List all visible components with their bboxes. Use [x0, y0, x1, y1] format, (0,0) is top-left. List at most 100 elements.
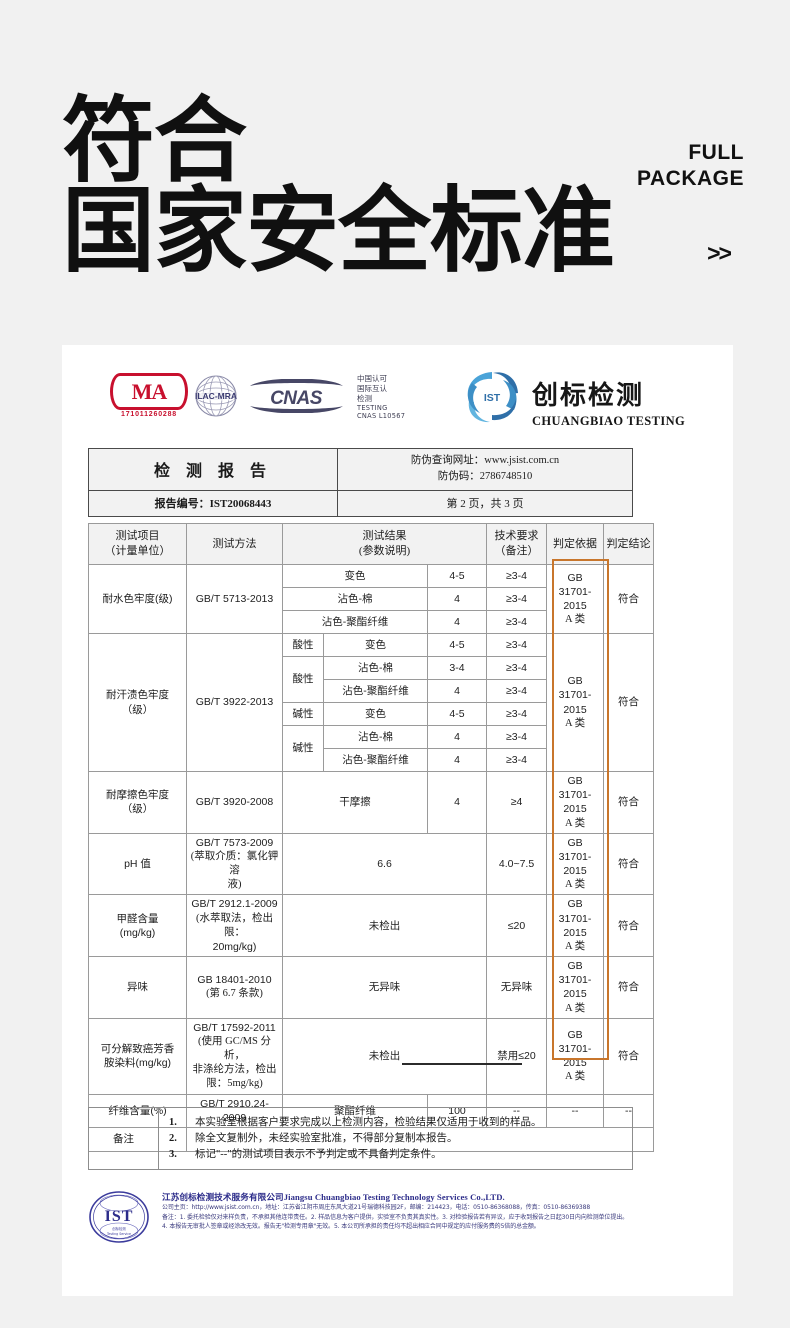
table-row: 碱性 沾色-棉 4 ≥3-4 [89, 725, 654, 772]
cell-result-name: 变色 [323, 702, 428, 726]
method-l1: GB/T 2912.1-2009 [191, 898, 278, 911]
cell-basis: GB 31701-2015 A 类 [546, 1017, 605, 1095]
basis-l1: GB [567, 1028, 583, 1041]
col-header-method: 测试方法 [186, 523, 283, 565]
cell-result-name: 变色 [282, 564, 428, 588]
basis-l2: 31701-2015 [558, 585, 592, 612]
anti-fake-code: 防伪码：2786748510 [437, 471, 533, 483]
cell-item: 可分解致癌芳香 胺染料(mg/kg) [88, 1017, 187, 1095]
cnas-accreditation-text: 中国认可 国际互认 检测 TESTING CNAS L10567 [357, 374, 405, 421]
footer-company-name: 江苏创标检测技术服务有限公司Jiangsu Chuangbiao Testing… [162, 1192, 505, 1202]
cell-result-value: 无异味 [281, 956, 488, 1019]
basis-l3: A 类 [564, 817, 586, 829]
cell-requirement: 无异味 [486, 956, 548, 1019]
cell-conclusion: 符合 [603, 894, 655, 958]
footer-text-block: 江苏创标检测技术服务有限公司Jiangsu Chuangbiao Testing… [162, 1191, 707, 1232]
basis-l3: A 类 [564, 940, 586, 952]
cell-requirement: ≥3-4 [486, 748, 548, 772]
basis-l2: 31701-2015 [558, 850, 592, 878]
basis-l2: 31701-2015 [558, 789, 592, 816]
svg-text:ILAC-MRA: ILAC-MRA [195, 391, 237, 401]
cell-condition: 酸性 [282, 656, 324, 703]
svg-text:IST: IST [484, 392, 501, 404]
hero-subtitle: FULL PACKAGE [637, 140, 744, 193]
cell-result-value: 未检出 [281, 894, 488, 958]
table-header-row: 测试项目 （计量单位） 测试方法 测试结果 (参数说明) 技术要求 （备注） 判… [88, 523, 655, 565]
cell-result-value: 4 [426, 610, 488, 634]
method-l2: (萃取介质：氯化钾溶 [190, 850, 279, 877]
basis-l1: GB [567, 898, 583, 911]
cnas-text-line3: 检测 [357, 393, 372, 403]
cell-conclusion: 符合 [603, 832, 655, 896]
cell-item-l2: 胺染料(mg/kg) [103, 1057, 172, 1070]
cell-result-value: 3-4 [426, 656, 488, 680]
cell-item: 甲醛含量 (mg/kg) [88, 894, 187, 958]
method-l1: GB/T 7573-2009 [195, 836, 274, 849]
cell-result-name: 沾色-聚酯纤维 [323, 748, 428, 772]
cell-result-name: 沾色-棉 [323, 656, 428, 680]
cell-requirement: ≥3-4 [486, 656, 548, 680]
cell-item-l1: 耐摩擦色牢度 [106, 789, 169, 802]
table-row: 沾色-聚酯纤维 4 ≥3-4 [89, 610, 654, 634]
method-l2: (水萃取法，检出限： [196, 912, 273, 938]
cell-conclusion: 符合 [603, 633, 655, 772]
basis-l2: 31701-2015 [558, 912, 592, 939]
cell-result-value: 未检出 [281, 1017, 488, 1095]
cell-basis: GB 31701-2015 A 类 [546, 771, 605, 834]
cell-basis: GB 31701-2015 A 类 [546, 956, 605, 1019]
col-header-requirement: 技术要求 （备注） [486, 523, 548, 565]
cell-condition: 酸性 [282, 633, 324, 657]
method-l4: 限：5mg/kg) [206, 1078, 263, 1090]
basis-l3: A 类 [564, 1002, 586, 1014]
hero-subtitle-line2: PACKAGE [637, 167, 744, 191]
cell-requirement: 禁用≤20 [486, 1017, 548, 1095]
cell-result-name: 沾色-聚酯纤维 [282, 610, 428, 634]
note-index: 1. [169, 1116, 177, 1128]
cell-requirement: ≥3-4 [486, 564, 548, 588]
cma-badge-icon: MA [110, 373, 188, 410]
cell-result-name: 沾色-聚酯纤维 [323, 679, 428, 703]
hero-subtitle-line1: FULL [688, 141, 744, 164]
method-l1: GB 18401-2010 [197, 974, 272, 987]
col-header-item: 测试项目 （计量单位） [88, 523, 187, 565]
cell-requirement: 4.0~7.5 [486, 832, 548, 896]
anti-fake-url: 防伪查询网址：www.jsist.com.cn [410, 455, 560, 466]
cell-requirement: ≥3-4 [486, 725, 548, 749]
cell-requirement: ≥4 [486, 771, 548, 834]
basis-l1: GB [567, 836, 583, 849]
col-header-result-l1: 测试结果 [362, 530, 407, 543]
test-results-table: 测试项目 （计量单位） 测试方法 测试结果 (参数说明) 技术要求 （备注） 判… [88, 523, 655, 1152]
ist-seal-icon: IST 创标检测 Testing Service [88, 1190, 150, 1244]
method-l2: (第 6.7 条款) [206, 988, 263, 1000]
cell-requirement: ≥3-4 [486, 587, 548, 611]
footer-disclaimer-line1: 备注：1. 委托检验仅对来样负责，不承担其他连带责任。2. 样品信息为客户提供，… [162, 1213, 629, 1221]
ist-swirl-logo-icon: IST [462, 368, 522, 424]
cell-result-value: 4-5 [426, 564, 488, 588]
cell-conclusion: 符合 [603, 1017, 655, 1095]
cell-result-name: 沾色-棉 [323, 725, 428, 749]
basis-l1: GB [567, 571, 583, 584]
cell-result-name: 干摩擦 [282, 771, 428, 834]
svg-text:CNAS: CNAS [270, 388, 323, 409]
cell-item-l1: 耐汗渍色牢度 [106, 689, 169, 702]
basis-l3: A 类 [564, 614, 586, 626]
cell-basis: GB 31701-2015 A 类 [546, 894, 605, 958]
method-l3: 20mg/kg) [212, 940, 257, 953]
note-index: 3. [169, 1148, 177, 1160]
anti-fake-cell: 防伪查询网址：www.jsist.com.cn 防伪码：2786748510 [337, 448, 633, 491]
table-row: 备注 1. 本实验室根据客户要求完成以上检测内容，检验结果仅适用于收到的样品。 … [88, 1107, 633, 1170]
note-text: 除全文复制外，未经实验室批准，不得部分复制本报告。 [195, 1132, 458, 1144]
list-item: 2. 除全文复制外，未经实验室批准，不得部分复制本报告。 [169, 1132, 626, 1146]
report-number: 报告编号：IST20068443 [88, 489, 338, 517]
cell-conclusion: 符合 [603, 956, 655, 1019]
col-header-conclusion: 判定结论 [603, 523, 655, 565]
cell-item-l2: （级） [121, 703, 154, 716]
basis-l2: 31701-2015 [558, 689, 592, 716]
cell-method: GB/T 3922-2013 [186, 633, 283, 772]
col-header-result-l2: (参数说明) [358, 545, 411, 557]
cell-method: GB/T 5713-2013 [186, 564, 283, 634]
end-of-report-rule [402, 1063, 522, 1065]
cell-method: GB/T 2912.1-2009 (水萃取法，检出限： 20mg/kg) [186, 894, 283, 958]
report-header-table: 检 测 报 告 防伪查询网址：www.jsist.com.cn 防伪码：2786… [88, 448, 633, 517]
cnas-text-line4: TESTING [357, 403, 388, 412]
